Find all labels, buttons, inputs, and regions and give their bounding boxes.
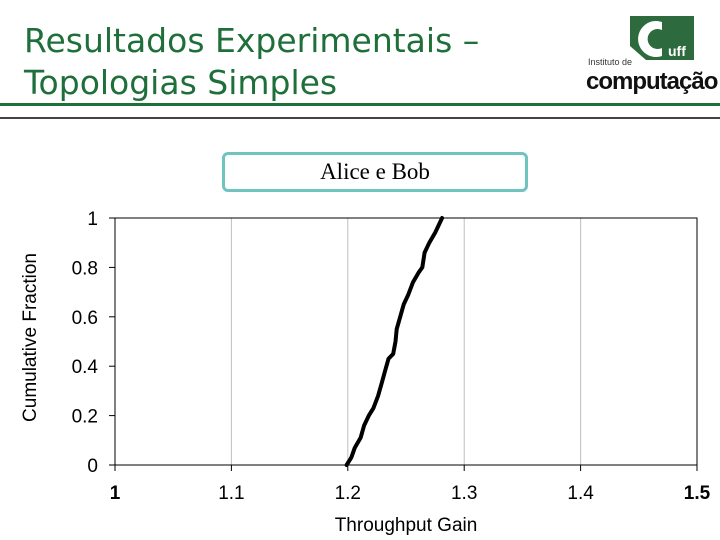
series-line bbox=[344, 216, 445, 467]
plot-area-frame bbox=[114, 217, 698, 466]
x-tick-label-3: 1.3 bbox=[451, 483, 477, 504]
header-rule-dark bbox=[0, 117, 720, 119]
y-axis-label: Cumulative Fraction bbox=[20, 253, 41, 422]
y-tick-label-0: 0 bbox=[87, 456, 98, 477]
logo-institute-text: Instituto de bbox=[588, 57, 633, 67]
x-tick-label-4: 1.4 bbox=[567, 483, 594, 504]
x-tick-label-1: 1.1 bbox=[218, 483, 244, 504]
slide-title: Resultados Experimentais – Topologias Si… bbox=[24, 20, 479, 104]
x-tick-label-5: 1.5 bbox=[684, 483, 711, 504]
x-axis-ticks: 1 1.1 1.2 1.3 1.4 1.5 bbox=[110, 465, 711, 504]
y-tick-label-3: 0.6 bbox=[72, 308, 98, 329]
slide-title-line-1: Resultados Experimentais – bbox=[24, 21, 480, 60]
y-tick-label-1: 0.2 bbox=[72, 407, 98, 428]
chart-title: Alice e Bob bbox=[222, 152, 528, 192]
chart-grid bbox=[114, 218, 698, 465]
x-tick-label-2: 1.2 bbox=[335, 483, 361, 504]
slide-title-line-2: Topologias Simples bbox=[24, 63, 338, 102]
logo-name-text: computação bbox=[586, 68, 718, 95]
x-tick-label-0: 1 bbox=[110, 483, 121, 504]
institute-logo: uff Instituto de computação bbox=[582, 16, 718, 100]
y-axis-ticks: 0 0.2 0.4 0.6 0.8 1 bbox=[72, 209, 115, 477]
header-rule-green bbox=[0, 103, 720, 106]
institute-logo-mark-icon: uff bbox=[630, 16, 694, 60]
y-tick-label-2: 0.4 bbox=[72, 357, 99, 378]
x-axis-label: Throughput Gain bbox=[335, 515, 478, 536]
y-tick-label-5: 1 bbox=[87, 209, 98, 230]
y-tick-label-4: 0.8 bbox=[72, 258, 98, 279]
logo-mark-text: uff bbox=[668, 43, 686, 59]
